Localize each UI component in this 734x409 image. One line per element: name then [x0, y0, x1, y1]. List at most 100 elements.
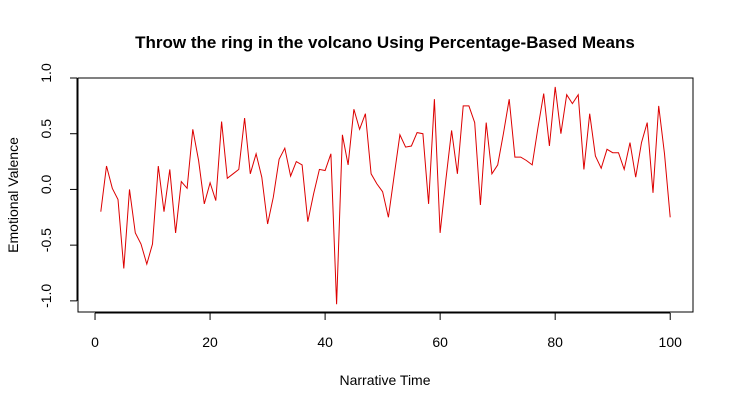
data-point — [209, 182, 210, 183]
data-point — [417, 132, 418, 133]
data-point — [589, 113, 590, 114]
y-tick-label: 0.5 — [38, 119, 54, 139]
data-point — [520, 157, 521, 158]
data-point — [135, 232, 136, 233]
x-axis-label: Narrative Time — [339, 372, 430, 388]
data-point — [330, 153, 331, 154]
data-point — [152, 243, 153, 244]
data-point — [215, 200, 216, 201]
data-point — [606, 149, 607, 150]
data-point — [290, 175, 291, 176]
chart-title: Throw the ring in the volcano Using Perc… — [135, 33, 635, 52]
x-axis: 0 20 40 60 80 100 — [91, 312, 682, 350]
data-point — [641, 142, 642, 143]
data-point — [255, 153, 256, 154]
data-point — [307, 221, 308, 222]
data-point — [428, 203, 429, 204]
data-point — [371, 173, 372, 174]
x-tick-label: 60 — [432, 334, 448, 350]
data-point — [129, 189, 130, 190]
data-point — [376, 183, 377, 184]
data-point — [319, 169, 320, 170]
data-point — [664, 153, 665, 154]
data-point — [537, 128, 538, 129]
data-point — [112, 188, 113, 189]
data-point — [601, 168, 602, 169]
data-point — [670, 217, 671, 218]
data-point — [181, 181, 182, 182]
data-point — [325, 170, 326, 171]
data-point — [411, 145, 412, 146]
data-point — [560, 133, 561, 134]
data-point — [227, 178, 228, 179]
data-point — [140, 243, 141, 244]
data-point — [123, 268, 124, 269]
x-tick-label: 40 — [317, 334, 333, 350]
data-point — [532, 164, 533, 165]
data-point — [503, 133, 504, 134]
series-line — [100, 86, 671, 305]
y-tick-label: -0.5 — [38, 228, 54, 252]
data-point — [273, 197, 274, 198]
data-point — [635, 177, 636, 178]
data-point — [526, 160, 527, 161]
data-point — [238, 169, 239, 170]
data-point — [278, 159, 279, 160]
data-point — [658, 105, 659, 106]
plot-area-box — [77, 77, 694, 313]
data-point — [497, 164, 498, 165]
data-point — [359, 129, 360, 130]
y-tick-label: -1.0 — [38, 284, 54, 308]
data-point — [250, 173, 251, 174]
data-point — [434, 99, 435, 100]
data-point — [491, 173, 492, 174]
data-point — [451, 130, 452, 131]
data-point — [440, 232, 441, 233]
data-point — [388, 217, 389, 218]
data-point — [486, 122, 487, 123]
data-point — [463, 105, 464, 106]
data-point — [198, 160, 199, 161]
data-point — [572, 103, 573, 104]
x-tick-label: 0 — [91, 334, 99, 350]
data-point — [422, 133, 423, 134]
y-axis-label: Emotional Valence — [5, 137, 21, 253]
data-point — [394, 175, 395, 176]
data-point — [261, 177, 262, 178]
data-point — [652, 192, 653, 193]
data-point — [146, 263, 147, 264]
data-point — [163, 211, 164, 212]
data-point — [365, 113, 366, 114]
y-tick-label: 1.0 — [38, 63, 54, 83]
data-point — [284, 148, 285, 149]
data-point — [405, 146, 406, 147]
data-point — [457, 173, 458, 174]
data-point — [543, 93, 544, 94]
data-points — [100, 86, 671, 304]
data-point — [624, 169, 625, 170]
data-point — [158, 165, 159, 166]
data-point — [566, 94, 567, 95]
data-point — [509, 99, 510, 100]
data-point — [313, 193, 314, 194]
data-point — [618, 152, 619, 153]
data-point — [595, 155, 596, 156]
data-point — [221, 121, 222, 122]
data-point — [629, 142, 630, 143]
data-point — [301, 164, 302, 165]
data-point — [342, 134, 343, 135]
data-point — [169, 169, 170, 170]
data-point — [578, 94, 579, 95]
data-point — [555, 86, 556, 87]
data-point — [348, 164, 349, 165]
x-tick-label: 80 — [547, 334, 563, 350]
data-point — [353, 109, 354, 110]
data-point — [468, 105, 469, 106]
data-point — [186, 188, 187, 189]
data-point — [192, 129, 193, 130]
data-point — [100, 211, 101, 212]
data-point — [549, 145, 550, 146]
y-axis: -1.0 -0.5 0.0 0.5 1.0 — [38, 63, 78, 308]
data-point — [474, 122, 475, 123]
